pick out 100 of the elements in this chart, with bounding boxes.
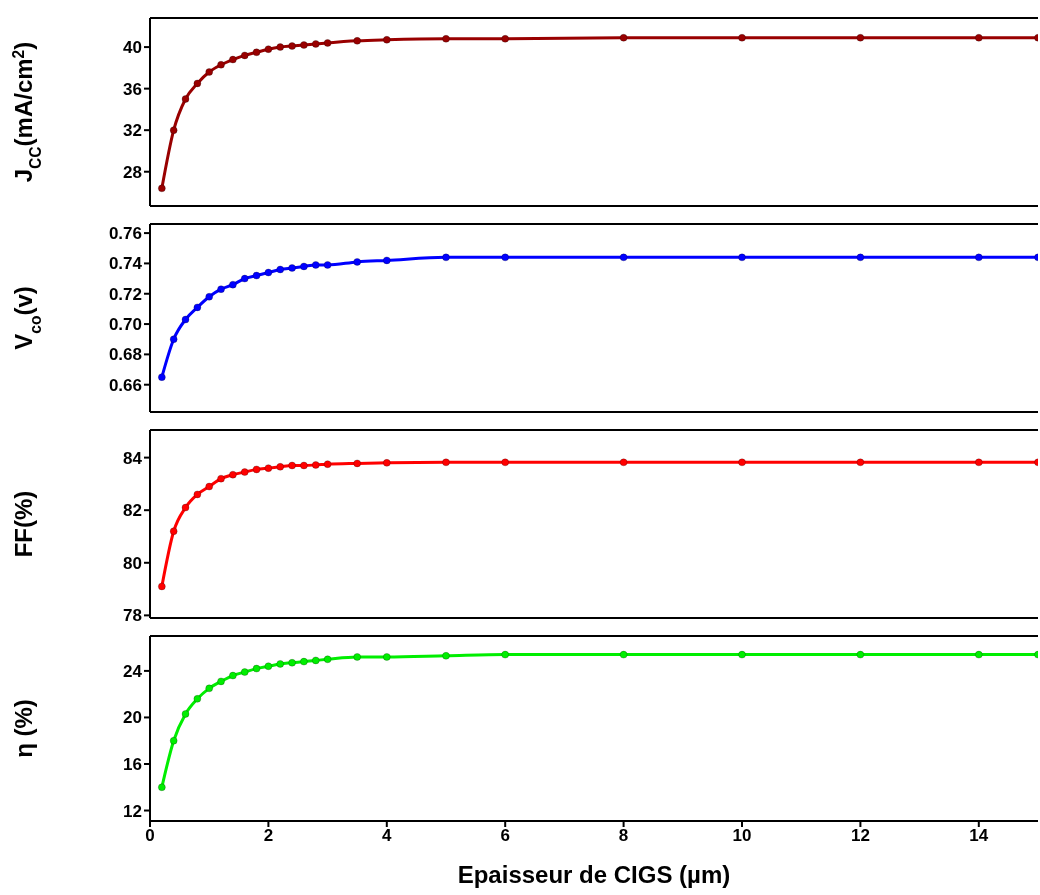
point — [205, 68, 214, 76]
point — [501, 34, 510, 43]
x-tick-label: 6 — [500, 826, 510, 846]
y-tick-label: 0.72 — [108, 284, 142, 304]
point — [442, 458, 450, 467]
point — [856, 650, 865, 659]
point — [252, 664, 261, 673]
point — [240, 668, 249, 676]
y-tick-label: 36 — [123, 79, 142, 99]
point — [205, 292, 214, 301]
point — [264, 45, 273, 54]
point — [300, 41, 308, 49]
y-axis-title: η (%) — [10, 699, 37, 758]
point — [193, 490, 202, 499]
point — [311, 461, 320, 469]
y-tick-label: 82 — [123, 501, 142, 521]
y-tick-label: 0.76 — [108, 224, 142, 244]
point — [311, 261, 320, 269]
x-tick-label: 4 — [382, 826, 393, 846]
point — [382, 653, 391, 661]
point — [181, 95, 190, 103]
y-tick-label: 80 — [123, 553, 142, 573]
point — [323, 261, 332, 269]
point — [382, 458, 391, 467]
x-axis-title: Epaisseur de CIGS (µm) — [457, 861, 731, 888]
point — [228, 55, 237, 64]
point — [619, 458, 628, 467]
point — [288, 264, 296, 272]
y-axis-title: FF(%) — [10, 490, 37, 558]
point — [382, 256, 391, 265]
point — [442, 651, 450, 660]
y-tick-label: 24 — [123, 661, 143, 681]
point — [300, 657, 308, 666]
point — [193, 694, 202, 703]
x-tick-label: 8 — [618, 826, 629, 846]
point — [974, 33, 983, 42]
y-tick-label: 40 — [123, 38, 142, 58]
point — [205, 482, 214, 491]
point — [276, 660, 285, 668]
y-tick-label: 12 — [123, 801, 142, 821]
point — [264, 268, 273, 277]
point — [169, 736, 178, 745]
point — [974, 650, 983, 659]
point — [353, 459, 362, 468]
point — [169, 527, 178, 536]
point — [252, 465, 261, 474]
point — [501, 458, 510, 467]
point — [157, 582, 166, 591]
point — [288, 461, 296, 470]
y-tick-label: 84 — [123, 448, 143, 468]
point — [252, 48, 261, 57]
x-tick-label: 2 — [263, 826, 274, 846]
y-tick-label: 0.74 — [108, 254, 143, 274]
point — [157, 783, 166, 792]
point — [323, 39, 332, 47]
point — [311, 656, 320, 665]
x-tick-label: 10 — [732, 826, 752, 846]
point — [353, 36, 362, 45]
point — [856, 253, 865, 262]
point — [240, 51, 249, 60]
point — [205, 684, 214, 693]
point — [193, 303, 202, 312]
y-tick-label: 78 — [123, 606, 142, 626]
x-tick-label: 14 — [969, 826, 989, 846]
point — [323, 655, 332, 664]
point — [276, 265, 285, 274]
point — [252, 271, 261, 280]
point — [311, 40, 320, 48]
point — [974, 253, 983, 262]
point — [169, 126, 178, 135]
point — [217, 285, 225, 294]
point — [619, 650, 628, 659]
point — [856, 458, 865, 467]
point — [181, 503, 190, 512]
point — [300, 262, 308, 271]
point — [974, 458, 983, 467]
point — [240, 274, 249, 283]
point — [501, 253, 510, 262]
point — [353, 653, 362, 661]
point — [157, 184, 166, 193]
y-tick-label: 0.66 — [108, 375, 142, 395]
point — [217, 677, 225, 686]
point — [442, 34, 450, 43]
y-tick-label: 32 — [123, 121, 142, 141]
point — [738, 458, 746, 467]
point — [353, 258, 362, 266]
y-tick-label: 28 — [123, 162, 142, 182]
point — [738, 650, 746, 659]
point — [240, 468, 249, 476]
x-tick-label: 12 — [850, 826, 870, 846]
point — [193, 79, 202, 88]
y-tick-label: 20 — [123, 708, 142, 728]
y-tick-label: 0.70 — [108, 315, 142, 335]
point — [276, 462, 285, 471]
point — [738, 33, 746, 42]
point — [228, 470, 237, 479]
point — [157, 373, 166, 382]
point — [501, 650, 510, 659]
y-tick-label: 0.68 — [108, 345, 142, 365]
point — [738, 253, 746, 262]
